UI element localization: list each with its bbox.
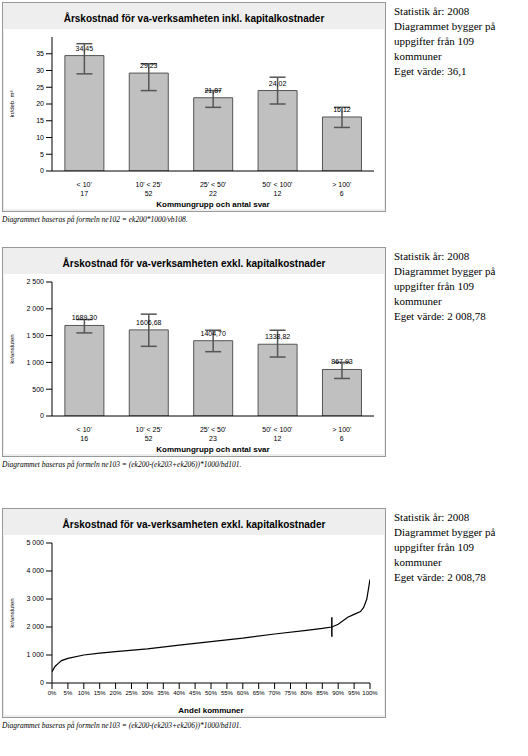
svg-text:50' < 100': 50' < 100': [262, 426, 292, 433]
html-text:Statistik år: 2008: Statistik år: 2008: [394, 250, 470, 262]
svg-text:1606,68: 1606,68: [136, 319, 161, 326]
svg-text:kr/ansluten: kr/ansluten: [9, 334, 15, 363]
svg-text:22: 22: [209, 190, 217, 197]
html-text:Eget värde: 36,1: Eget värde: 36,1: [394, 65, 467, 77]
svg-text:25: 25: [36, 84, 44, 91]
svg-text:Kommungrupp och antal svar: Kommungrupp och antal svar: [156, 200, 269, 209]
svg-text:2 000: 2 000: [26, 623, 44, 630]
svg-text:30%: 30%: [141, 690, 154, 696]
svg-text:80%: 80%: [300, 690, 313, 696]
svg-text:20%: 20%: [110, 690, 123, 696]
svg-text:55%: 55%: [221, 690, 234, 696]
svg-text:15: 15: [36, 117, 44, 124]
svg-text:5%: 5%: [64, 690, 73, 696]
svg-text:95%: 95%: [348, 690, 361, 696]
svg-text:12: 12: [274, 435, 282, 442]
svg-text:500: 500: [32, 386, 44, 393]
svg-text:23: 23: [209, 435, 217, 442]
svg-text:Kommungrupp och antal svar: Kommungrupp och antal svar: [156, 445, 269, 454]
svg-text:> 100': > 100': [332, 181, 351, 188]
svg-text:35%: 35%: [157, 690, 170, 696]
svg-text:< 10': < 10': [77, 181, 92, 188]
html-text:Diagrammet baseras på formeln: Diagrammet baseras på formeln ne103 = (e…: [2, 721, 242, 730]
svg-text:kr/deb. m³: kr/deb. m³: [9, 90, 15, 117]
svg-text:25%: 25%: [125, 690, 138, 696]
svg-text:5 000: 5 000: [26, 539, 44, 546]
svg-text:5: 5: [40, 151, 44, 158]
svg-text:65%: 65%: [253, 690, 266, 696]
svg-text:25' < 50': 25' < 50': [200, 181, 226, 188]
svg-text:2 000: 2 000: [26, 305, 44, 312]
svg-text:10' < 25': 10' < 25': [135, 181, 161, 188]
svg-text:10: 10: [36, 134, 44, 141]
svg-text:1404,70: 1404,70: [201, 330, 226, 337]
svg-text:16,12: 16,12: [333, 106, 351, 113]
svg-text:1689,30: 1689,30: [72, 314, 97, 321]
svg-text:16: 16: [80, 435, 88, 442]
svg-text:0: 0: [40, 412, 44, 419]
svg-text:100%: 100%: [362, 690, 378, 696]
svg-text:35: 35: [36, 50, 44, 57]
svg-text:30: 30: [36, 67, 44, 74]
svg-text:< 10': < 10': [77, 426, 92, 433]
html-text:Årskostnad för va-verksamheten: Årskostnad för va-verksamheten exkl. kap…: [62, 258, 326, 269]
svg-text:45%: 45%: [189, 690, 202, 696]
svg-text:0%: 0%: [48, 690, 57, 696]
svg-text:40%: 40%: [173, 690, 186, 696]
svg-text:60%: 60%: [237, 690, 250, 696]
svg-text:1 000: 1 000: [26, 651, 44, 658]
html-text:Diagrammet bygger på uppgifter: Diagrammet bygger på uppgifter från 109 …: [394, 265, 496, 307]
html-text:Diagrammet baseras på formeln: Diagrammet baseras på formeln ne103 = (e…: [2, 460, 242, 469]
svg-text:50%: 50%: [205, 690, 218, 696]
svg-text:15%: 15%: [94, 690, 107, 696]
svg-text:70%: 70%: [269, 690, 282, 696]
html-text:Diagrammet bygger på uppgifter: Diagrammet bygger på uppgifter från 109 …: [394, 20, 496, 62]
svg-text:1338,82: 1338,82: [265, 333, 290, 340]
svg-text:0: 0: [40, 679, 44, 686]
svg-text:Andel kommuner: Andel kommuner: [178, 706, 243, 715]
svg-text:34,45: 34,45: [76, 45, 94, 52]
svg-text:17: 17: [80, 190, 88, 197]
svg-text:kr/ansluten: kr/ansluten: [9, 598, 15, 627]
svg-text:4 000: 4 000: [26, 567, 44, 574]
svg-text:1 000: 1 000: [26, 359, 44, 366]
html-text:Statistik år: 2008: Statistik år: 2008: [394, 5, 470, 17]
svg-text:52: 52: [145, 435, 153, 442]
svg-text:75%: 75%: [284, 690, 297, 696]
svg-text:3 000: 3 000: [26, 595, 44, 602]
svg-text:90%: 90%: [332, 690, 345, 696]
html-text:Eget värde: 2 008,78: Eget värde: 2 008,78: [394, 310, 486, 322]
svg-text:2 500: 2 500: [26, 278, 44, 285]
svg-text:20: 20: [36, 100, 44, 107]
svg-text:6: 6: [340, 190, 344, 197]
svg-text:85%: 85%: [316, 690, 329, 696]
html-text:Årskostnad för va-verksamheten: Årskostnad för va-verksamheten exkl. kap…: [62, 519, 326, 530]
svg-text:52: 52: [145, 190, 153, 197]
svg-text:24,02: 24,02: [269, 80, 287, 87]
svg-text:25' < 50': 25' < 50': [200, 426, 226, 433]
svg-text:50' < 100': 50' < 100': [262, 181, 292, 188]
svg-text:6: 6: [340, 435, 344, 442]
svg-text:0: 0: [40, 167, 44, 174]
svg-text:10%: 10%: [78, 690, 91, 696]
html-text:Statistik år: 2008: Statistik år: 2008: [394, 511, 470, 523]
svg-text:1 500: 1 500: [26, 332, 44, 339]
html-text:Årskostnad för va-verksamheten: Årskostnad för va-verksamheten inkl. kap…: [63, 13, 325, 24]
svg-text:12: 12: [274, 190, 282, 197]
svg-text:21,87: 21,87: [204, 87, 222, 94]
svg-text:> 100': > 100': [332, 426, 351, 433]
svg-text:10' < 25': 10' < 25': [135, 426, 161, 433]
svg-text:867,93: 867,93: [331, 358, 353, 365]
svg-text:29,23: 29,23: [140, 62, 158, 69]
html-text:Diagrammet bygger på uppgifter: Diagrammet bygger på uppgifter från 109 …: [394, 526, 496, 568]
html-text:Eget värde: 2 008,78: Eget värde: 2 008,78: [394, 571, 486, 583]
html-text:Diagrammet baseras på formeln: Diagrammet baseras på formeln ne102 = ek…: [2, 215, 188, 224]
